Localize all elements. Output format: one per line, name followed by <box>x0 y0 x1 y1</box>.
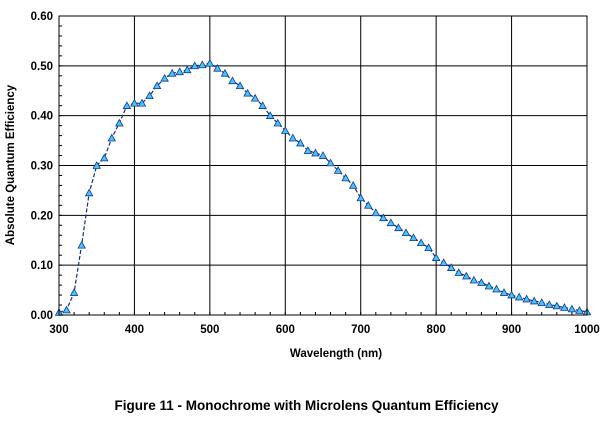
data-point-marker <box>326 158 335 167</box>
data-point-marker <box>99 153 109 162</box>
data-point-marker <box>107 133 117 142</box>
data-point-marker <box>92 161 101 169</box>
data-point-marker <box>303 146 313 154</box>
y-axis-title: Absolute Quantum Efficiency <box>5 84 17 245</box>
data-point-marker <box>235 81 245 90</box>
data-point-marker <box>288 133 298 142</box>
data-point-marker <box>281 126 290 134</box>
data-point-marker <box>409 233 418 242</box>
data-point-marker <box>545 300 554 308</box>
data-point-marker <box>507 290 516 299</box>
x-tick-label: 700 <box>351 324 370 336</box>
data-point-marker <box>477 278 486 286</box>
data-point-marker <box>341 173 350 182</box>
x-tick-label: 1000 <box>574 324 600 336</box>
y-tick-label: 0.10 <box>31 260 53 272</box>
data-point-marker <box>492 284 501 293</box>
data-point-marker <box>311 148 320 157</box>
data-point-marker <box>469 275 479 284</box>
data-point-marker <box>416 238 426 247</box>
data-point-marker <box>401 228 411 237</box>
y-tick-label: 0.40 <box>31 111 53 123</box>
x-tick-label: 600 <box>276 324 295 336</box>
x-tick-labels: 300 400 500 600 700 800 900 1000 <box>49 324 599 336</box>
data-point-marker <box>228 76 237 85</box>
data-point-marker <box>296 138 305 147</box>
data-point-marker <box>484 281 494 290</box>
data-point-marker <box>167 68 177 77</box>
data-point-marker <box>348 181 358 189</box>
data-point-marker <box>243 88 252 97</box>
x-tick-label: 400 <box>125 324 144 336</box>
series-line <box>58 62 588 314</box>
data-point-marker <box>175 67 184 76</box>
data-point-marker <box>552 301 562 310</box>
data-point-marker <box>318 151 328 159</box>
data-point-marker <box>69 288 79 296</box>
data-point-marker <box>424 243 433 252</box>
data-point-marker <box>575 306 584 314</box>
data-point-marker <box>137 98 147 107</box>
data-point-marker <box>122 101 132 109</box>
data-point-marker <box>152 81 162 90</box>
data-point-marker <box>250 93 260 102</box>
data-point-marker <box>130 98 139 107</box>
y-tick-label: 0.30 <box>31 161 53 173</box>
data-point-marker <box>537 298 547 306</box>
y-tick-label: 0.20 <box>31 210 53 222</box>
data-point-marker <box>265 111 275 119</box>
data-point-marker <box>198 60 207 69</box>
data-point-marker <box>182 65 192 74</box>
data-point-marker <box>77 240 86 249</box>
data-point-marker <box>273 118 283 127</box>
y-tick-labels: 0.00 0.10 0.20 0.30 0.40 0.50 0.60 <box>31 11 53 322</box>
data-point-marker <box>462 271 471 280</box>
data-point-marker <box>84 188 94 197</box>
data-point-marker <box>529 296 539 305</box>
data-point-marker <box>431 253 441 261</box>
data-point-marker <box>356 193 365 202</box>
data-point-marker <box>446 263 456 271</box>
data-point-marker <box>115 118 124 127</box>
plot-area-border <box>58 15 588 316</box>
y-tick-label: 0.60 <box>31 11 53 23</box>
x-tick-label: 500 <box>200 324 219 336</box>
data-point-marker <box>220 68 230 77</box>
data-point-marker <box>145 91 154 100</box>
data-point-marker <box>386 218 396 227</box>
x-tick-label: 800 <box>427 324 446 336</box>
data-point-marker <box>454 268 464 276</box>
x-tick-label: 900 <box>502 324 521 336</box>
data-point-marker <box>258 101 267 109</box>
data-point-marker <box>522 294 531 303</box>
x-axis-title: Wavelength (nm) <box>290 348 382 360</box>
data-point-marker <box>62 305 71 314</box>
data-point-marker <box>160 73 169 82</box>
series-markers <box>54 58 592 316</box>
data-point-marker <box>560 303 569 311</box>
data-point-marker <box>205 58 215 67</box>
data-point-marker <box>333 166 343 174</box>
y-tick-label: 0.00 <box>31 310 53 322</box>
figure-caption: Figure 11 - Monochrome with Microlens Qu… <box>114 398 499 413</box>
data-point-marker <box>213 63 222 72</box>
data-point-marker <box>190 61 200 70</box>
data-point-marker <box>379 213 388 222</box>
y-tick-label: 0.50 <box>31 61 53 73</box>
data-point-marker <box>371 208 381 217</box>
x-tick-label: 300 <box>49 324 68 336</box>
data-point-marker <box>439 258 448 266</box>
data-point-marker <box>499 288 509 296</box>
data-point-marker <box>363 200 373 209</box>
grid-lines <box>58 15 588 316</box>
data-point-marker <box>394 223 403 232</box>
data-point-marker <box>567 304 577 313</box>
data-point-marker <box>514 292 524 301</box>
